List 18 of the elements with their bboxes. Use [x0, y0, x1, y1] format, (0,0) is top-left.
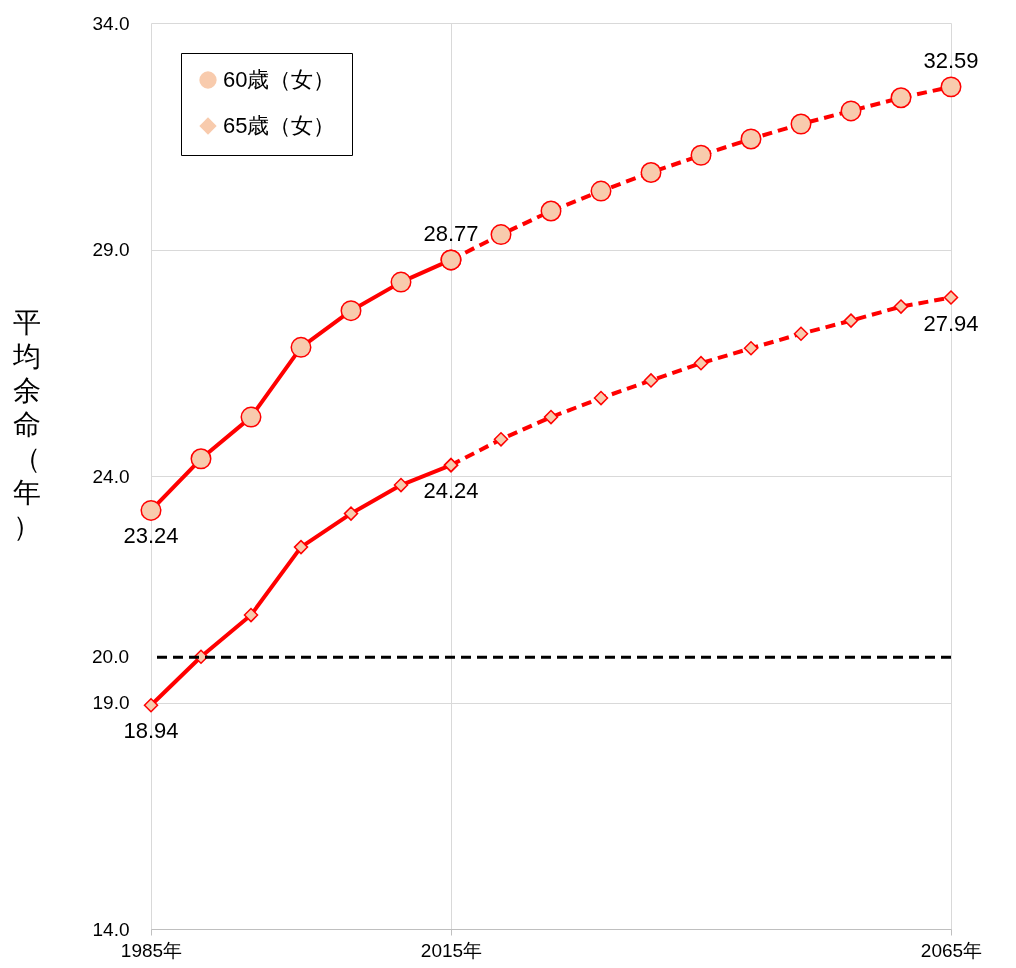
- legend-label: 65歳（女）: [223, 113, 336, 138]
- data-label: 32.59: [923, 47, 979, 73]
- y-tick-label: 14.0: [92, 918, 130, 940]
- data-label: 24.24: [423, 478, 479, 504]
- ref-line-label: 20.0: [92, 646, 129, 668]
- y-tick-label: 29.0: [92, 239, 130, 260]
- data-label: 28.77: [423, 220, 479, 246]
- data-label: 27.94: [923, 310, 979, 336]
- y-axis-title: 平均余命（年）: [11, 306, 41, 542]
- legend-label: 60歳（女）: [223, 67, 336, 92]
- x-tick-label: 1985年: [120, 939, 183, 961]
- y-tick-label: 19.0: [92, 692, 130, 713]
- x-tick-label: 2065年: [920, 939, 983, 961]
- data-label: 23.24: [123, 523, 179, 549]
- y-tick-label: 34.0: [92, 12, 130, 34]
- data-label: 18.94: [123, 718, 179, 744]
- x-tick-label: 2015年: [420, 939, 483, 961]
- y-tick-label: 24.0: [92, 465, 130, 487]
